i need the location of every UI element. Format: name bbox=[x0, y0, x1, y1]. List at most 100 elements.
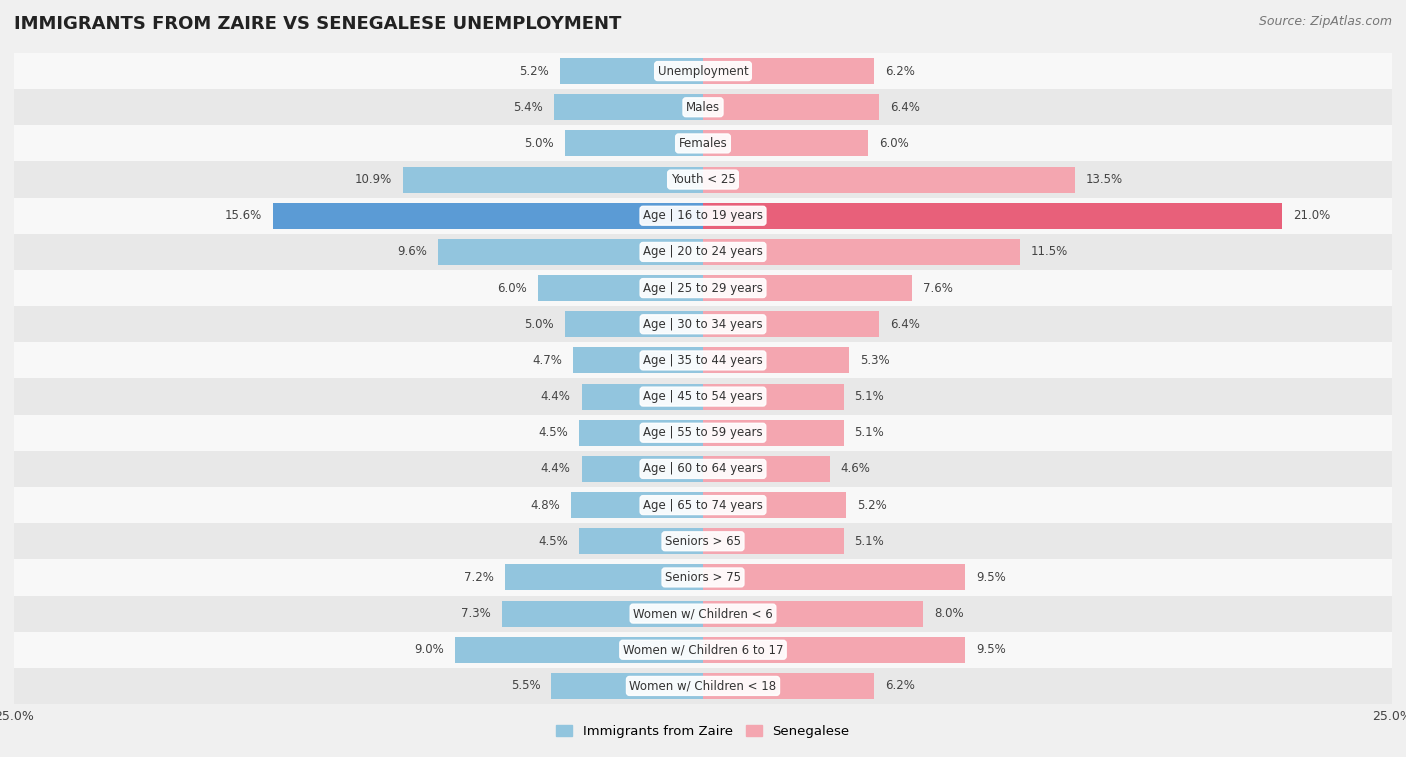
Bar bbox=[703, 492, 846, 518]
Bar bbox=[14, 631, 1392, 668]
Bar bbox=[551, 673, 703, 699]
Text: 4.6%: 4.6% bbox=[841, 463, 870, 475]
Text: 11.5%: 11.5% bbox=[1031, 245, 1069, 258]
Bar bbox=[14, 306, 1392, 342]
Bar bbox=[14, 378, 1392, 415]
Text: Women w/ Children < 6: Women w/ Children < 6 bbox=[633, 607, 773, 620]
Bar bbox=[582, 384, 703, 410]
Text: 5.0%: 5.0% bbox=[524, 318, 554, 331]
Text: 5.2%: 5.2% bbox=[519, 64, 548, 77]
Bar bbox=[14, 523, 1392, 559]
Bar bbox=[273, 203, 703, 229]
Bar bbox=[703, 419, 844, 446]
Bar bbox=[703, 528, 844, 554]
Bar bbox=[703, 673, 875, 699]
Text: 4.5%: 4.5% bbox=[538, 426, 568, 439]
Bar bbox=[565, 130, 703, 157]
Bar bbox=[14, 234, 1392, 270]
Bar bbox=[554, 94, 703, 120]
Bar bbox=[703, 637, 965, 663]
Text: 6.0%: 6.0% bbox=[496, 282, 527, 294]
Bar bbox=[703, 565, 965, 590]
Text: 4.8%: 4.8% bbox=[530, 499, 560, 512]
Text: 5.1%: 5.1% bbox=[855, 390, 884, 403]
Text: Males: Males bbox=[686, 101, 720, 114]
Bar bbox=[14, 415, 1392, 451]
Text: 4.4%: 4.4% bbox=[541, 463, 571, 475]
Bar bbox=[703, 275, 912, 301]
Text: 10.9%: 10.9% bbox=[354, 173, 392, 186]
Text: 5.1%: 5.1% bbox=[855, 534, 884, 548]
Legend: Immigrants from Zaire, Senegalese: Immigrants from Zaire, Senegalese bbox=[551, 719, 855, 743]
Text: Age | 30 to 34 years: Age | 30 to 34 years bbox=[643, 318, 763, 331]
Bar bbox=[703, 167, 1076, 192]
Bar bbox=[14, 596, 1392, 631]
Text: IMMIGRANTS FROM ZAIRE VS SENEGALESE UNEMPLOYMENT: IMMIGRANTS FROM ZAIRE VS SENEGALESE UNEM… bbox=[14, 15, 621, 33]
Bar bbox=[560, 58, 703, 84]
Text: 9.5%: 9.5% bbox=[976, 643, 1005, 656]
Bar bbox=[703, 94, 879, 120]
Bar bbox=[565, 311, 703, 338]
Bar bbox=[582, 456, 703, 482]
Text: Unemployment: Unemployment bbox=[658, 64, 748, 77]
Text: 6.0%: 6.0% bbox=[879, 137, 910, 150]
Text: 8.0%: 8.0% bbox=[935, 607, 965, 620]
Bar bbox=[703, 311, 879, 338]
Text: 5.5%: 5.5% bbox=[510, 680, 540, 693]
Bar bbox=[579, 528, 703, 554]
Text: 13.5%: 13.5% bbox=[1085, 173, 1123, 186]
Bar bbox=[14, 451, 1392, 487]
Bar bbox=[537, 275, 703, 301]
Text: Age | 55 to 59 years: Age | 55 to 59 years bbox=[643, 426, 763, 439]
Bar bbox=[14, 161, 1392, 198]
Bar bbox=[14, 126, 1392, 161]
Text: 7.3%: 7.3% bbox=[461, 607, 491, 620]
Bar bbox=[402, 167, 703, 192]
Text: Age | 45 to 54 years: Age | 45 to 54 years bbox=[643, 390, 763, 403]
Bar bbox=[14, 668, 1392, 704]
Bar bbox=[703, 456, 830, 482]
Text: 5.2%: 5.2% bbox=[858, 499, 887, 512]
Text: 9.6%: 9.6% bbox=[398, 245, 427, 258]
Text: 9.5%: 9.5% bbox=[976, 571, 1005, 584]
Bar bbox=[14, 198, 1392, 234]
Text: 9.0%: 9.0% bbox=[415, 643, 444, 656]
Text: Age | 35 to 44 years: Age | 35 to 44 years bbox=[643, 354, 763, 367]
Text: 7.6%: 7.6% bbox=[924, 282, 953, 294]
Bar bbox=[703, 239, 1019, 265]
Text: Age | 25 to 29 years: Age | 25 to 29 years bbox=[643, 282, 763, 294]
Bar bbox=[579, 419, 703, 446]
Text: Seniors > 75: Seniors > 75 bbox=[665, 571, 741, 584]
Text: Age | 60 to 64 years: Age | 60 to 64 years bbox=[643, 463, 763, 475]
Text: 5.0%: 5.0% bbox=[524, 137, 554, 150]
Text: 15.6%: 15.6% bbox=[225, 209, 262, 223]
Bar bbox=[505, 565, 703, 590]
Bar bbox=[14, 270, 1392, 306]
Bar bbox=[14, 559, 1392, 596]
Text: 4.7%: 4.7% bbox=[533, 354, 562, 367]
Text: Age | 65 to 74 years: Age | 65 to 74 years bbox=[643, 499, 763, 512]
Text: Age | 20 to 24 years: Age | 20 to 24 years bbox=[643, 245, 763, 258]
Text: 6.2%: 6.2% bbox=[884, 680, 915, 693]
Bar bbox=[456, 637, 703, 663]
Text: 6.2%: 6.2% bbox=[884, 64, 915, 77]
Bar bbox=[703, 600, 924, 627]
Bar bbox=[574, 347, 703, 373]
Bar bbox=[703, 58, 875, 84]
Text: 7.2%: 7.2% bbox=[464, 571, 494, 584]
Bar bbox=[703, 130, 869, 157]
Bar bbox=[439, 239, 703, 265]
Text: 5.3%: 5.3% bbox=[860, 354, 890, 367]
Text: 6.4%: 6.4% bbox=[890, 318, 921, 331]
Text: 5.4%: 5.4% bbox=[513, 101, 543, 114]
Text: Females: Females bbox=[679, 137, 727, 150]
Bar bbox=[703, 347, 849, 373]
Bar bbox=[502, 600, 703, 627]
Text: 21.0%: 21.0% bbox=[1292, 209, 1330, 223]
Bar bbox=[14, 487, 1392, 523]
Bar bbox=[14, 89, 1392, 126]
Text: 4.4%: 4.4% bbox=[541, 390, 571, 403]
Bar bbox=[14, 342, 1392, 378]
Bar bbox=[14, 53, 1392, 89]
Bar bbox=[571, 492, 703, 518]
